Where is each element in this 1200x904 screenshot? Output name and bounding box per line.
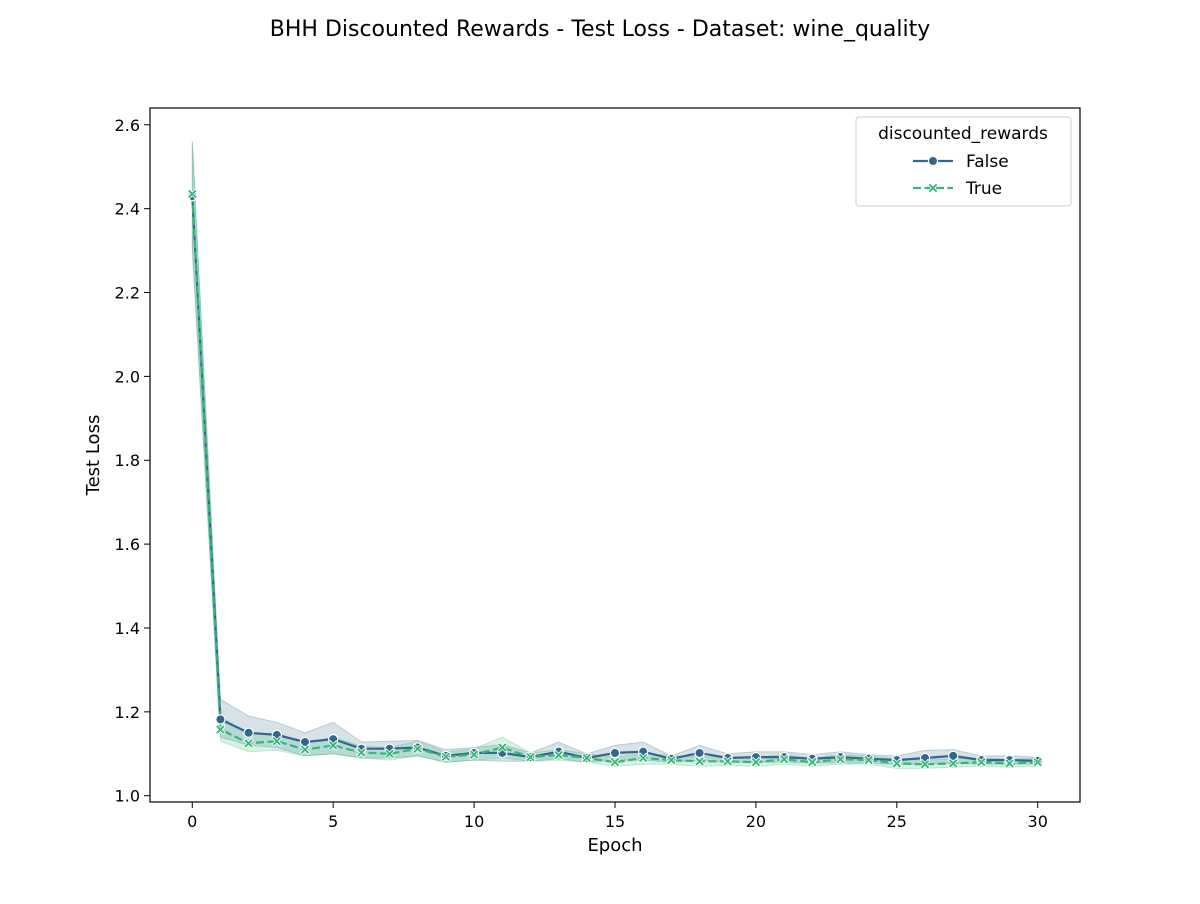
point-true-4: [299, 744, 311, 755]
series-line-false: [191, 196, 1038, 762]
x-tick-label: 30: [1028, 812, 1048, 831]
y-tick-label: 1.0: [115, 787, 140, 806]
legend-label-false: False: [966, 152, 1009, 172]
y-tick-label: 1.4: [115, 619, 140, 638]
chart-title: BHH Discounted Rewards - Test Loss - Dat…: [270, 17, 930, 42]
point-false-4: [299, 736, 311, 748]
point-true-2: [243, 737, 255, 749]
legend-marker-false: [927, 155, 939, 167]
y-tick-label: 2.2: [115, 284, 140, 303]
x-axis-label: Epoch: [587, 835, 642, 856]
y-tick-label: 2.4: [115, 200, 140, 219]
plot-area: [149, 107, 1081, 803]
x-tick-label: 15: [605, 812, 625, 831]
point-true-6: [355, 747, 367, 758]
x-tick-label: 10: [464, 812, 484, 831]
y-axis-label: Test Loss: [83, 415, 104, 497]
point-true-7: [384, 748, 395, 760]
point-true-20: [750, 756, 762, 768]
legend-entries: False True: [913, 152, 1009, 199]
point-true-12: [525, 751, 536, 763]
point-false-2: [243, 727, 254, 739]
x-tick-label: 25: [887, 812, 907, 831]
point-true-11: [496, 742, 508, 753]
point-true-29: [1004, 758, 1015, 769]
y-tick-label: 1.6: [115, 535, 140, 554]
point-true-8: [412, 743, 424, 755]
point-false-18: [694, 747, 705, 759]
point-true-23: [835, 753, 846, 765]
legend: discounted_rewards False True: [855, 116, 1072, 207]
x-tick-label: 5: [328, 812, 338, 831]
legend-marker-true: [927, 182, 939, 194]
y-tick-label: 2.6: [115, 116, 140, 135]
x-tick-label: 20: [746, 812, 766, 831]
series-markers: [186, 188, 1044, 770]
point-true-9: [440, 751, 452, 763]
x-axis: 0 5 10 15 20 25 30: [187, 802, 1048, 831]
point-true-15: [609, 756, 621, 768]
point-true-17: [665, 754, 677, 766]
point-false-15: [609, 747, 621, 759]
point-true-0: [186, 188, 198, 200]
series-lines: [191, 193, 1038, 766]
x-tick-label: 0: [187, 812, 197, 831]
band-false: [191, 141, 1039, 765]
confidence-bands: [191, 141, 1039, 769]
point-true-21: [778, 753, 790, 765]
legend-label-true: True: [965, 179, 1002, 199]
legend-box: [855, 116, 1072, 207]
point-true-1: [215, 724, 226, 735]
point-true-24: [863, 754, 875, 766]
point-true-26: [919, 758, 931, 770]
point-false-1: [215, 714, 226, 725]
point-true-13: [553, 749, 565, 761]
y-tick-label: 2.0: [115, 367, 140, 386]
point-true-25: [891, 758, 903, 769]
y-axis: 1.0 1.2 1.4 1.6 1.8 2.0 2.2 2.4 2.6: [115, 116, 150, 806]
point-true-22: [806, 756, 818, 768]
point-true-19: [722, 755, 734, 767]
series-line-true: [191, 193, 1038, 766]
point-true-28: [975, 756, 987, 768]
point-false-27: [947, 750, 959, 762]
point-true-27: [947, 758, 959, 769]
legend-title: discounted_rewards: [878, 124, 1048, 144]
point-true-10: [468, 749, 480, 760]
point-true-30: [1032, 756, 1044, 768]
point-true-14: [581, 752, 593, 764]
band-true: [191, 141, 1039, 769]
point-true-3: [271, 735, 283, 747]
point-true-5: [327, 740, 339, 751]
y-tick-label: 1.8: [115, 451, 140, 470]
point-true-18: [694, 755, 705, 767]
y-tick-label: 1.2: [115, 703, 140, 722]
point-true-16: [637, 752, 649, 764]
